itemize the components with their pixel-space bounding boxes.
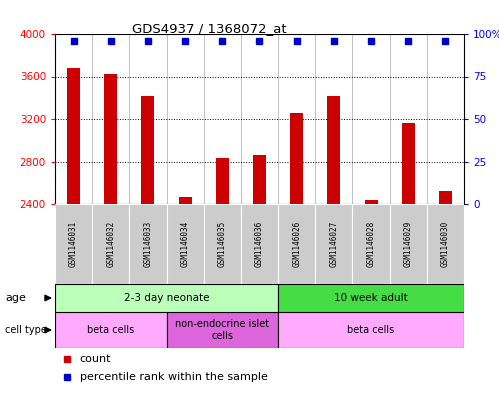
Text: percentile rank within the sample: percentile rank within the sample — [79, 372, 267, 382]
Bar — [352, 204, 390, 284]
Bar — [439, 191, 452, 204]
Bar — [55, 204, 92, 284]
Bar — [204, 204, 241, 284]
Bar — [179, 196, 192, 204]
Text: GSM1146032: GSM1146032 — [106, 221, 115, 267]
Text: 10 week adult: 10 week adult — [334, 293, 408, 303]
Text: GSM1146036: GSM1146036 — [255, 221, 264, 267]
Bar — [129, 204, 167, 284]
Text: 2-3 day neonate: 2-3 day neonate — [124, 293, 209, 303]
Bar — [390, 204, 427, 284]
Text: count: count — [79, 354, 111, 364]
Text: GSM1146027: GSM1146027 — [329, 221, 338, 267]
Bar — [278, 284, 464, 312]
Bar — [141, 95, 155, 204]
Text: GSM1146028: GSM1146028 — [367, 221, 376, 267]
Bar — [278, 204, 315, 284]
Text: cell type: cell type — [5, 325, 47, 335]
Text: non-endocrine islet
cells: non-endocrine islet cells — [175, 319, 269, 341]
Bar — [216, 158, 229, 204]
Bar — [167, 312, 278, 348]
Text: GSM1146031: GSM1146031 — [69, 221, 78, 267]
Text: GSM1146029: GSM1146029 — [404, 221, 413, 267]
Text: GSM1146033: GSM1146033 — [143, 221, 153, 267]
Bar — [55, 284, 278, 312]
Text: GSM1146026: GSM1146026 — [292, 221, 301, 267]
Bar — [402, 123, 415, 204]
Bar — [290, 113, 303, 204]
Bar — [167, 204, 204, 284]
Bar — [427, 204, 464, 284]
Bar — [278, 312, 464, 348]
Bar — [327, 95, 340, 204]
Bar — [253, 155, 266, 204]
Text: GSM1146035: GSM1146035 — [218, 221, 227, 267]
Bar — [365, 200, 378, 204]
Bar — [67, 68, 80, 204]
Text: GDS4937 / 1368072_at: GDS4937 / 1368072_at — [132, 22, 287, 35]
Text: age: age — [5, 293, 26, 303]
Bar — [55, 312, 167, 348]
Text: GSM1146030: GSM1146030 — [441, 221, 450, 267]
Text: beta cells: beta cells — [347, 325, 395, 335]
Text: GSM1146034: GSM1146034 — [181, 221, 190, 267]
Bar — [104, 74, 117, 204]
Bar — [315, 204, 352, 284]
Bar — [92, 204, 129, 284]
Text: beta cells: beta cells — [87, 325, 134, 335]
Bar — [241, 204, 278, 284]
